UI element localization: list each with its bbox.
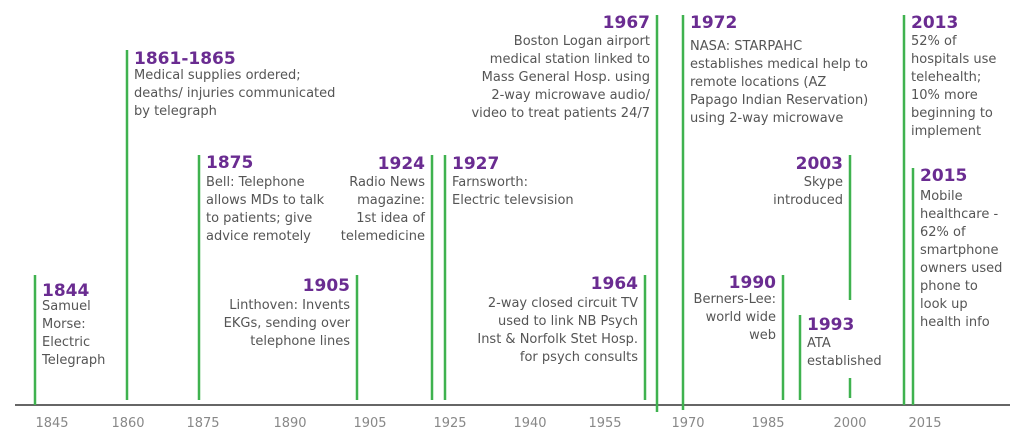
event-text: 52% of — [911, 34, 957, 49]
event-text: Berners-Lee: — [694, 292, 776, 307]
event-text: smartphone — [920, 243, 999, 258]
event-text: NASA: STARPAHC — [690, 39, 802, 54]
event-text: implement — [911, 124, 981, 139]
event-text: phone to — [920, 279, 978, 294]
event-text: Bell: Telephone — [206, 175, 305, 190]
event-text: world wide — [706, 310, 776, 325]
event-text: medical station linked to — [490, 52, 650, 67]
event-year: 1967 — [603, 13, 650, 33]
event-text: health info — [920, 315, 990, 330]
event-year: 1993 — [807, 315, 854, 335]
event-text: Mobile — [920, 189, 963, 204]
event-text: using 2-way microwave — [690, 111, 843, 126]
axis-tick-label: 1860 — [111, 416, 144, 431]
event-text: Mass General Hosp. using — [482, 70, 650, 85]
axis-tick-label: 1925 — [433, 416, 466, 431]
event-text: to patients; give — [206, 211, 312, 226]
event-text: Electric — [42, 335, 90, 350]
event-year: 1875 — [206, 153, 253, 173]
event-text: used to link NB Psych — [498, 314, 638, 329]
event-text: web — [749, 328, 776, 343]
event-text: Linthoven: Invents — [229, 298, 350, 313]
event-year: 1927 — [452, 154, 499, 174]
axis-tick-label: 2000 — [833, 416, 866, 431]
event-text: Radio News — [349, 175, 425, 190]
event-text: Skype — [804, 175, 843, 190]
event-text: Papago Indian Reservation) — [690, 93, 868, 108]
axis-tick-label: 1955 — [588, 416, 621, 431]
event-text: Farnsworth: — [452, 175, 528, 190]
event-text: hospitals use — [911, 52, 996, 67]
event-year: 2003 — [796, 154, 843, 174]
axis-tick-label: 1890 — [273, 416, 306, 431]
event-text: allows MDs to talk — [206, 193, 325, 208]
event-text: 2-way closed circuit TV — [488, 296, 638, 311]
axis-tick-label: 1845 — [35, 416, 68, 431]
axis-tick-label: 1940 — [513, 416, 546, 431]
event-text: by telegraph — [134, 104, 217, 119]
event-text: telehealth; — [911, 70, 981, 85]
axis-tick-label: 1985 — [751, 416, 784, 431]
event-text: magazine: — [357, 193, 425, 208]
event-text: advice remotely — [206, 229, 311, 244]
event-year: 1844 — [42, 281, 89, 301]
event-text: EKGs, sending over — [224, 316, 351, 331]
event-text: Inst & Norfolk Stet Hosp. — [477, 332, 638, 347]
event-text: Electric televsision — [452, 193, 574, 208]
event-text: Morse: — [42, 317, 86, 332]
event-year: 1972 — [690, 13, 737, 33]
event-text: look up — [920, 297, 968, 312]
event-year: 1990 — [729, 273, 776, 293]
event-text: remote locations (AZ — [690, 75, 826, 90]
event-text: telephone lines — [250, 334, 350, 349]
event-text: beginning to — [911, 106, 993, 121]
event-text: Samuel — [42, 299, 91, 314]
event-text: ATA — [807, 336, 831, 351]
event-text: Telegraph — [41, 353, 105, 368]
event-year: 1861-1865 — [134, 49, 236, 69]
event-text: established — [807, 354, 882, 369]
axis-tick-label: 1970 — [671, 416, 704, 431]
event-year: 1924 — [378, 154, 425, 174]
event-text: owners used — [920, 261, 1002, 276]
event-text: 10% more — [911, 88, 978, 103]
event-year: 2013 — [911, 13, 958, 33]
axis-tick-label: 1875 — [186, 416, 219, 431]
event-text: introduced — [773, 193, 843, 208]
event-text: for psych consults — [520, 350, 638, 365]
event-text: 62% of — [920, 225, 966, 240]
event-text: video to treat patients 24/7 — [471, 106, 650, 121]
event-year: 1964 — [591, 274, 638, 294]
event-text: healthcare - — [920, 207, 998, 222]
event-year: 2015 — [920, 166, 967, 186]
axis-tick-label: 2015 — [908, 416, 941, 431]
event-text: Boston Logan airport — [514, 34, 650, 49]
event-text: 1st idea of — [356, 211, 425, 226]
event-text: telemedicine — [341, 229, 425, 244]
event-text: deaths/ injuries communicated — [134, 86, 335, 101]
event-text: establishes medical help to — [690, 57, 868, 72]
event-text: 2-way microwave audio/ — [491, 88, 650, 103]
event-text: Medical supplies ordered; — [134, 68, 301, 83]
event-year: 1905 — [303, 276, 350, 296]
axis-tick-label: 1905 — [353, 416, 386, 431]
